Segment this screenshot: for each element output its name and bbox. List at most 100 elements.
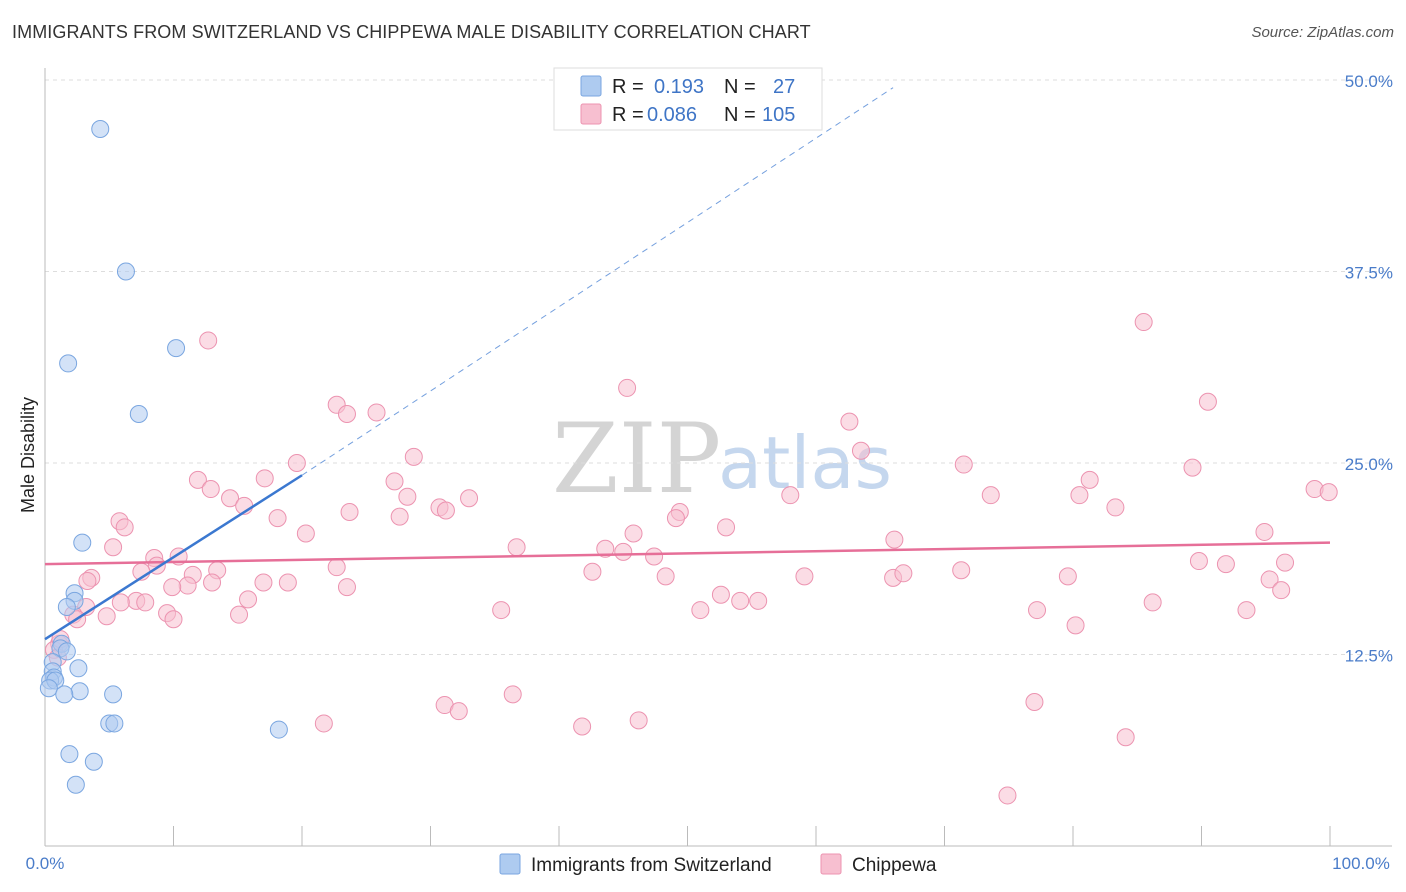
chippewa-point — [296, 524, 315, 543]
chippewa-point — [1183, 458, 1202, 477]
legend-r-value-2: 0.086 — [647, 104, 697, 126]
chippewa-point — [404, 447, 423, 466]
chippewa-point — [201, 480, 220, 499]
chippewa-point — [851, 441, 870, 460]
bottom-legend-label-switzerland: Immigrants from Switzerland — [531, 855, 772, 876]
switzerland-trend-extension — [301, 87, 894, 476]
chippewa-point — [1272, 581, 1291, 600]
legend-n-label-1: N = — [724, 76, 756, 98]
switzerland-point — [60, 745, 79, 764]
switzerland-point — [104, 685, 123, 704]
chippewa-point — [367, 403, 386, 422]
chippewa-point — [645, 547, 664, 566]
chippewa-point — [885, 530, 904, 549]
series-legend: Immigrants from Switzerland Chippewa — [499, 853, 937, 876]
switzerland-point — [55, 685, 74, 704]
switzerland-point — [57, 642, 76, 661]
legend-n-label-2: N = — [724, 104, 756, 126]
bottom-legend-label-chippewa: Chippewa — [852, 855, 937, 876]
switzerland-point — [91, 120, 110, 139]
chippewa-point — [337, 404, 356, 423]
chippewa-point — [221, 489, 240, 508]
chippewa-point — [981, 486, 1000, 505]
chippewa-point — [1319, 483, 1338, 502]
chippewa-point — [1260, 570, 1279, 589]
legend-r-label-1: R = — [612, 76, 644, 98]
chippewa-point — [1189, 552, 1208, 571]
watermark-zip: ZIP — [552, 403, 721, 515]
chippewa-point — [711, 585, 730, 604]
chippewa-point — [840, 412, 859, 431]
chippewa-point — [656, 567, 675, 586]
switzerland-point — [59, 354, 78, 373]
y-axis-label: Male Disability — [18, 397, 38, 513]
legend-n-value-1: 27 — [773, 76, 795, 98]
chippewa-point — [717, 518, 736, 537]
chippewa-point — [1143, 593, 1162, 612]
chippewa-point — [136, 593, 155, 612]
chippewa-point — [255, 469, 274, 488]
switzerland-point — [73, 533, 92, 552]
chippewa-point — [97, 607, 116, 626]
chippewa-point — [614, 542, 633, 561]
chippewa-point — [1106, 498, 1125, 517]
chippewa-point — [337, 578, 356, 597]
chippewa-point — [1116, 728, 1135, 747]
chippewa-point — [278, 573, 297, 592]
legend-n-value-2: 105 — [762, 104, 795, 126]
chippewa-point — [952, 561, 971, 580]
chippewa-point — [1070, 486, 1089, 505]
bottom-legend-swatch-chippewa — [820, 853, 842, 875]
bottom-legend-swatch-switzerland — [499, 853, 521, 875]
chippewa-point — [573, 717, 592, 736]
chippewa-point — [624, 524, 643, 543]
chippewa-point — [998, 786, 1017, 805]
chippewa-point — [188, 470, 207, 489]
switzerland-point — [269, 720, 288, 739]
x-axis-ticks — [173, 826, 1331, 846]
chippewa-point — [492, 601, 511, 620]
switzerland-point — [167, 339, 186, 358]
chippewa-point — [1216, 555, 1235, 574]
chippewa-point — [749, 591, 768, 610]
switzerland-point — [39, 679, 58, 698]
chippewa-point — [1237, 601, 1256, 620]
y-axis-tick-labels: 12.5% 25.0% 37.5% 50.0% — [1345, 72, 1393, 666]
chippewa-point — [230, 605, 249, 624]
chippewa-point — [199, 331, 218, 350]
legend-swatch-chippewa — [580, 103, 602, 125]
chippewa-point — [781, 486, 800, 505]
chippewa-point — [954, 455, 973, 474]
chippewa-point — [436, 501, 455, 520]
chippewa-point — [398, 487, 417, 506]
chippewa-point — [1058, 567, 1077, 586]
chippewa-point — [795, 567, 814, 586]
chippewa-point — [583, 562, 602, 581]
chippewa-point — [618, 378, 637, 397]
legend-r-label-2: R = — [612, 104, 644, 126]
chippewa-point — [314, 714, 333, 733]
chippewa-point — [894, 564, 913, 583]
chippewa-point — [203, 573, 222, 592]
chippewa-point — [163, 578, 182, 597]
legend-swatch-switzerland — [580, 75, 602, 97]
switzerland-point — [66, 775, 85, 794]
switzerland-point — [129, 404, 148, 423]
chippewa-point — [287, 454, 306, 472]
chippewa-point — [1255, 522, 1274, 541]
chippewa-point — [1025, 692, 1044, 711]
y-tick-label: 37.5% — [1345, 264, 1393, 283]
correlation-legend: R = 0.193 N = 27 R = 0.086 N = 105 — [553, 67, 823, 131]
chippewa-point — [691, 601, 710, 620]
switzerland-point — [84, 752, 103, 771]
trend-lines — [44, 87, 1331, 641]
chippewa-trend-line — [44, 541, 1331, 566]
chippewa-point — [503, 685, 522, 704]
chippewa-point — [449, 702, 468, 721]
chippewa-point — [596, 539, 615, 558]
gridlines — [45, 79, 1392, 655]
source-label: Source: ZipAtlas.com — [1251, 24, 1394, 41]
chippewa-point — [385, 472, 404, 491]
chippewa-point — [390, 507, 409, 526]
